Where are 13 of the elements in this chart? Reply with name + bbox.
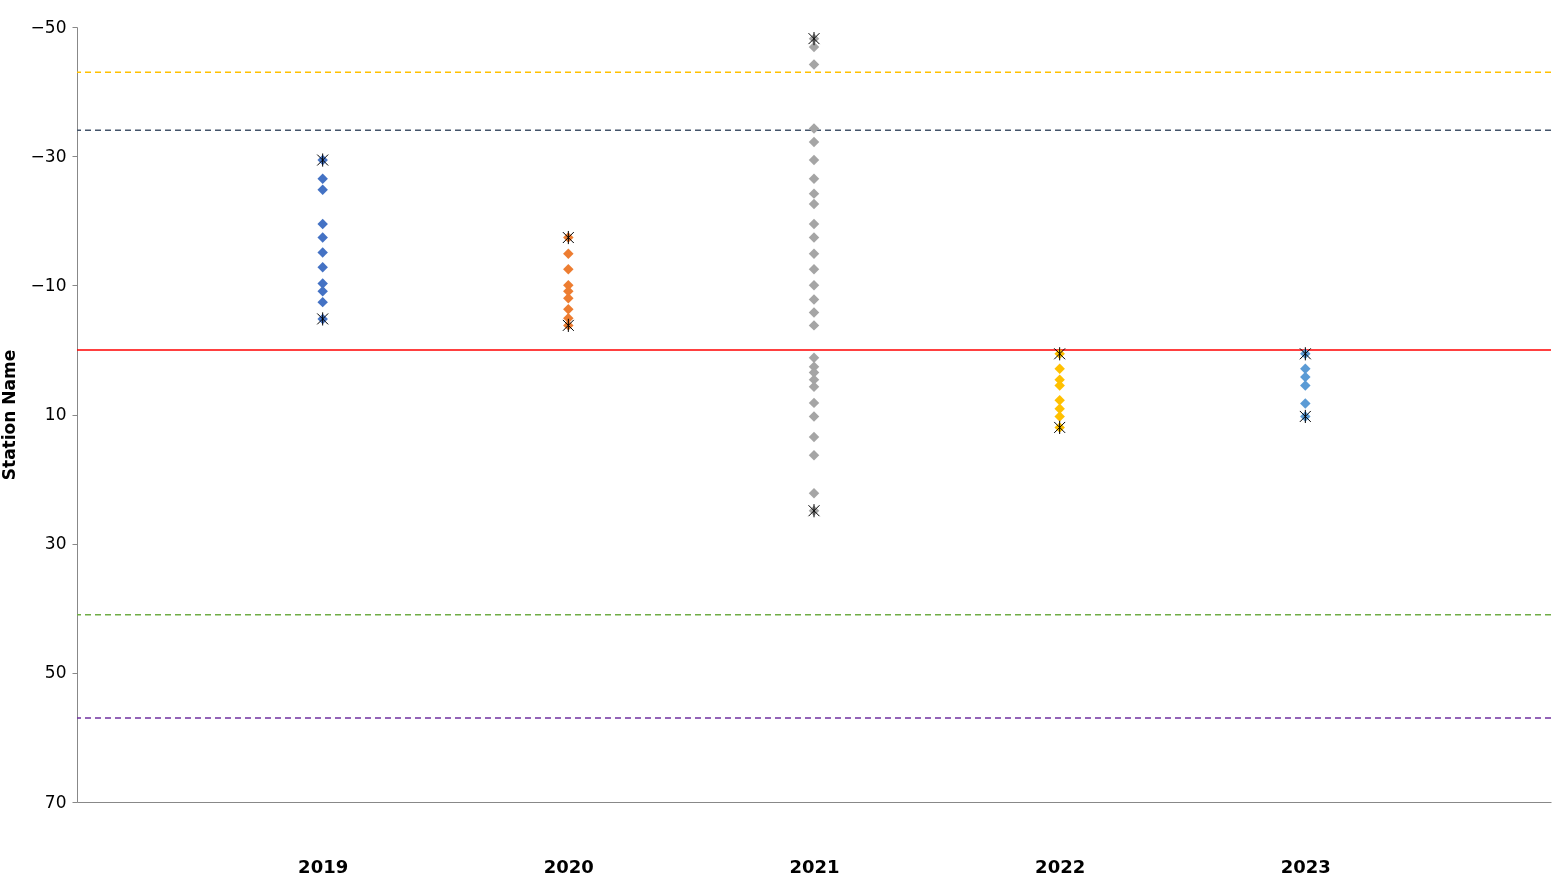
x-tick-label: 2023 xyxy=(1280,855,1331,877)
y-tick-label: 30 xyxy=(44,533,67,554)
y-tick-label: 70 xyxy=(44,791,67,812)
y-tick-label: 50 xyxy=(44,662,67,683)
y-tick-label: −50 xyxy=(30,16,67,37)
y-axis-title: Station Name xyxy=(0,349,19,481)
x-tick-label: 2019 xyxy=(298,855,349,877)
y-tick-label: −10 xyxy=(30,274,67,295)
y-tick-label: 10 xyxy=(44,404,67,424)
y-tick-label: −30 xyxy=(30,145,67,166)
x-tick-label: 2020 xyxy=(543,855,594,877)
x-tick-label: 2021 xyxy=(789,855,840,877)
x-tick-label: 2022 xyxy=(1035,855,1086,877)
